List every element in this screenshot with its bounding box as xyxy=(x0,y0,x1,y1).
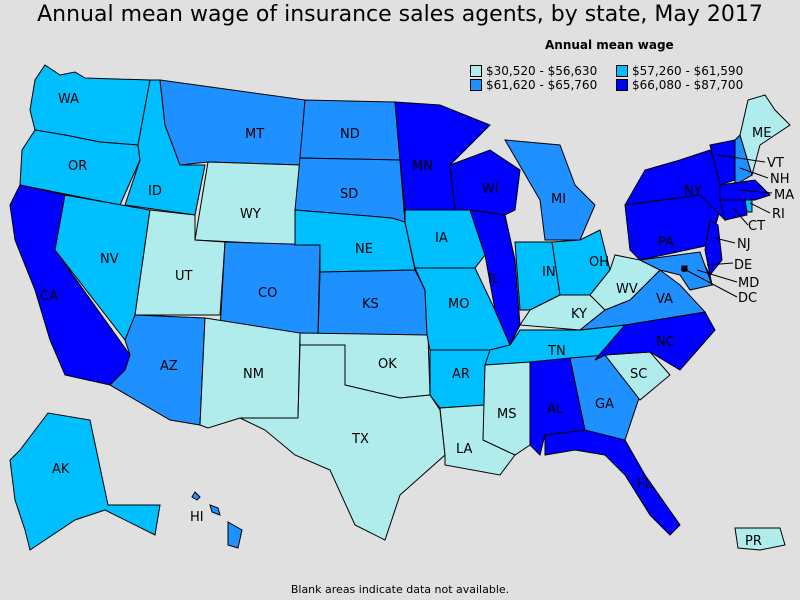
state-NJ[interactable] xyxy=(704,219,723,277)
legend-swatch xyxy=(616,79,628,91)
label-MA: MA xyxy=(774,188,794,203)
label-MD: MD xyxy=(738,276,759,291)
label-TN: TN xyxy=(547,344,566,359)
label-NV: NV xyxy=(100,252,119,267)
leader-line-NH xyxy=(739,167,769,179)
label-AK: AK xyxy=(52,462,70,477)
label-SD: SD xyxy=(340,187,358,202)
state-FL[interactable] xyxy=(544,429,681,536)
label-MN: MN xyxy=(412,159,433,174)
footnote: Blank areas indicate data not available. xyxy=(290,583,510,596)
label-OK: OK xyxy=(378,357,397,372)
leader-line-CT xyxy=(732,207,749,226)
state-WY[interactable] xyxy=(194,161,301,246)
label-NH: NH xyxy=(770,172,790,187)
label-WV: WV xyxy=(616,282,638,297)
state-AK[interactable] xyxy=(9,412,161,551)
label-KY: KY xyxy=(571,307,587,322)
label-MT: MT xyxy=(245,127,264,142)
label-IA: IA xyxy=(435,231,448,246)
label-VT: VT xyxy=(767,156,784,171)
legend-swatch xyxy=(470,79,482,91)
label-NM: NM xyxy=(243,367,264,382)
label-RI: RI xyxy=(772,207,785,222)
label-CT: CT xyxy=(748,219,765,234)
state-MD[interactable] xyxy=(638,251,713,291)
legend-label: $30,520 - $56,630 xyxy=(486,64,598,78)
label-UT: UT xyxy=(175,269,193,284)
label-FL: FL xyxy=(637,477,652,492)
state-MI[interactable] xyxy=(504,139,596,241)
label-KS: KS xyxy=(362,297,379,312)
state-HI[interactable] xyxy=(227,521,243,549)
label-PR: PR xyxy=(745,534,762,549)
legend-swatch xyxy=(470,65,482,77)
label-WI: WI xyxy=(482,182,499,197)
label-AR: AR xyxy=(452,367,470,382)
label-MO: MO xyxy=(448,297,469,312)
legend-label: $66,080 - $87,700 xyxy=(632,78,744,92)
leader-line-MD xyxy=(696,269,738,283)
legend-swatch xyxy=(616,65,628,77)
label-WY: WY xyxy=(240,207,261,222)
legend-title: Annual mean wage xyxy=(545,38,674,52)
label-LA: LA xyxy=(456,442,473,457)
state-CT[interactable] xyxy=(719,199,748,221)
label-OH: OH xyxy=(589,255,609,270)
label-ND: ND xyxy=(340,127,360,142)
legend-item-bin-2: $57,260 - $61,590 xyxy=(616,64,743,78)
label-CA: CA xyxy=(40,289,58,304)
label-WA: WA xyxy=(58,92,79,107)
label-AZ: AZ xyxy=(160,359,178,374)
label-GA: GA xyxy=(595,397,614,412)
state-MS[interactable] xyxy=(482,361,531,456)
legend-item-bin-3: $61,620 - $65,760 xyxy=(470,78,597,92)
label-SC: SC xyxy=(630,367,647,382)
label-DC: DC xyxy=(738,291,757,306)
label-ID: ID xyxy=(148,184,162,199)
dc-marker xyxy=(681,266,687,272)
state-IL[interactable] xyxy=(469,209,521,347)
label-NY: NY xyxy=(684,184,702,199)
state-WV[interactable] xyxy=(589,254,661,311)
label-OR: OR xyxy=(68,159,87,174)
legend-label: $61,620 - $65,760 xyxy=(486,78,598,92)
leader-line-RI xyxy=(749,202,771,214)
legend-label: $57,260 - $61,590 xyxy=(632,64,744,78)
label-NJ: NJ xyxy=(737,237,751,252)
label-MS: MS xyxy=(497,407,516,422)
label-AL: AL xyxy=(547,402,564,417)
label-HI: HI xyxy=(190,510,204,525)
state-TX[interactable] xyxy=(239,344,446,541)
label-DE: DE xyxy=(734,258,752,273)
state-HI-2[interactable] xyxy=(191,491,201,501)
legend-item-bin-1: $30,520 - $56,630 xyxy=(470,64,597,78)
state-WI[interactable] xyxy=(449,149,521,216)
leader-line-NJ xyxy=(714,237,736,244)
label-PA: PA xyxy=(658,235,674,250)
legend-item-bin-4: $66,080 - $87,700 xyxy=(616,78,743,92)
label-NE: NE xyxy=(355,242,373,257)
label-ME: ME xyxy=(752,126,771,141)
label-CO: CO xyxy=(258,286,277,301)
state-PR[interactable] xyxy=(734,527,786,551)
state-MT[interactable] xyxy=(159,79,306,166)
label-NC: NC xyxy=(656,335,675,350)
label-IN: IN xyxy=(542,265,556,280)
leader-line-DE xyxy=(706,262,734,266)
state-HI-3[interactable] xyxy=(209,504,221,516)
label-IL: IL xyxy=(488,272,500,287)
leader-line-VT xyxy=(717,154,766,163)
leader-line-MA xyxy=(739,189,773,194)
leader-line-DC xyxy=(683,268,738,298)
label-TX: TX xyxy=(351,432,369,447)
label-VA: VA xyxy=(656,292,673,307)
chart-title: Annual mean wage of insurance sales agen… xyxy=(37,2,763,27)
label-MI: MI xyxy=(551,192,566,207)
state-ME[interactable] xyxy=(739,94,791,177)
